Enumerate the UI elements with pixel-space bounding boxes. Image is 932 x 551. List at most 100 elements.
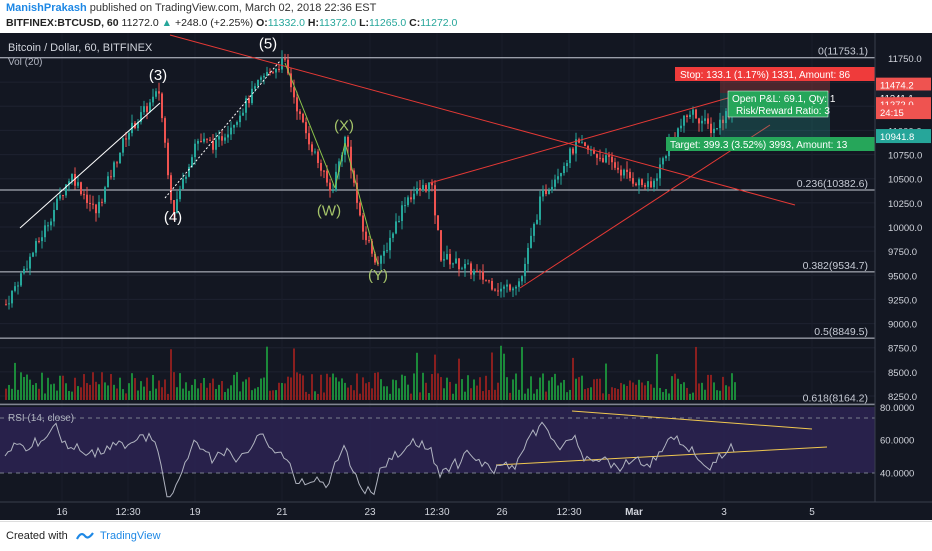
volume-bar [83, 374, 85, 400]
chart-area[interactable]: 0(11753.1) 0.236(10382.6) 0.382(9534.7) 0.5… [0, 33, 932, 520]
candle-body [251, 88, 253, 104]
candle-body [218, 136, 220, 140]
candle-body [107, 176, 109, 188]
candle-body [713, 128, 715, 134]
volume-bar [494, 389, 496, 400]
candle-body [404, 205, 406, 207]
candle-body [203, 138, 205, 142]
candle-body [584, 142, 586, 147]
chart-svg[interactable]: 0(11753.1) 0.236(10382.6) 0.382(9534.7) 0.5… [0, 33, 932, 520]
candle-body [542, 190, 544, 197]
volume-bar [317, 393, 319, 400]
volume-bar [461, 379, 463, 400]
wave-label: (3) [149, 67, 167, 84]
candle-body [467, 263, 469, 265]
trendline-upper[interactable] [429, 95, 736, 184]
candle-body [692, 109, 694, 115]
fib-label: 0.618(8164.2) [803, 392, 868, 404]
volume-bar [350, 385, 352, 400]
stop-box[interactable] [675, 67, 875, 81]
candle-body [695, 109, 697, 119]
volume-bar [35, 383, 37, 400]
volume-bar [722, 376, 724, 400]
candle-body [233, 124, 235, 128]
candle-body [593, 149, 595, 154]
volume-bar [695, 346, 697, 400]
volume-bar [656, 354, 658, 400]
time-axis[interactable]: 16 12:30 19 21 23 12:30 26 12:30 Mar 3 5 [56, 507, 815, 518]
candle-body [587, 146, 589, 150]
volume-bar [227, 388, 229, 400]
volume-bar [593, 379, 595, 400]
volume-bar [548, 380, 550, 400]
candle-body [629, 171, 631, 179]
symbol-label: BITFINEX:BTCUSD, 60 [6, 17, 119, 29]
candle-body [641, 179, 643, 185]
volume-bar [134, 378, 136, 400]
candle-body [416, 188, 418, 194]
volume-bar [146, 377, 148, 400]
rsi-trend-upper[interactable] [571, 410, 813, 430]
candle-body [110, 176, 112, 178]
candle-body [284, 58, 286, 60]
candle-body [200, 140, 202, 142]
rsi-trend-lower[interactable] [495, 446, 828, 466]
high-value: 11372.0 [318, 17, 357, 29]
price-change: +248.0 (+2.25%) [174, 17, 254, 29]
candle-body [512, 288, 514, 291]
pnl-box[interactable] [727, 90, 829, 118]
volume-bar [188, 390, 190, 400]
volume-bar [362, 377, 364, 400]
volume-bar [458, 358, 460, 400]
candle-body [659, 164, 661, 179]
candle-body [413, 193, 415, 200]
volume-bars [5, 345, 736, 400]
candle-body [188, 166, 190, 177]
target-box[interactable] [666, 137, 875, 151]
volume-bar [455, 383, 457, 400]
volume-bar [122, 389, 124, 400]
candle-body [371, 241, 373, 254]
volume-bar [599, 378, 601, 400]
candle-body [557, 176, 559, 180]
rsi-tick: 80.0000 [880, 403, 914, 414]
candle-body [473, 270, 475, 275]
candle-body [410, 197, 412, 200]
volume-bar [164, 379, 166, 400]
candle-body [569, 148, 571, 164]
volume-bar [452, 393, 454, 400]
candle-body [104, 187, 106, 203]
brand-name[interactable]: TradingView [100, 530, 161, 542]
trendline-lower[interactable] [519, 124, 771, 289]
wave-line-1[interactable] [284, 62, 336, 189]
author-name[interactable]: ManishPrakash [6, 2, 87, 14]
candle-body [605, 155, 607, 163]
price-tick: 9000.0 [888, 320, 917, 331]
volume-bar [479, 377, 481, 400]
channel-line-1[interactable] [19, 102, 161, 229]
candle-body [422, 185, 424, 191]
wave-line-3[interactable] [344, 142, 379, 266]
volume-bar [47, 377, 49, 400]
candle-body [173, 200, 175, 214]
channel-line-2[interactable] [164, 60, 281, 199]
candle-body [623, 169, 625, 176]
volume-bar [422, 372, 424, 400]
candle-body [710, 123, 712, 134]
candle-body [350, 146, 352, 171]
volume-bar [389, 393, 391, 400]
candle-body [383, 251, 385, 256]
candle-body [257, 79, 259, 87]
candle-body [47, 225, 49, 227]
candle-body [326, 170, 328, 183]
volume-bar [86, 383, 88, 400]
candle-body [524, 263, 526, 277]
candle-body [230, 127, 232, 135]
candle-body [566, 163, 568, 167]
wave-line-2[interactable] [334, 142, 346, 189]
target-text: Target: 399.3 (3.52%) 3993, Amount: 13 [670, 140, 848, 151]
volume-bar [323, 392, 325, 400]
time-tick: Mar [625, 507, 643, 518]
candle-body [125, 138, 127, 140]
candle-body [665, 156, 667, 159]
